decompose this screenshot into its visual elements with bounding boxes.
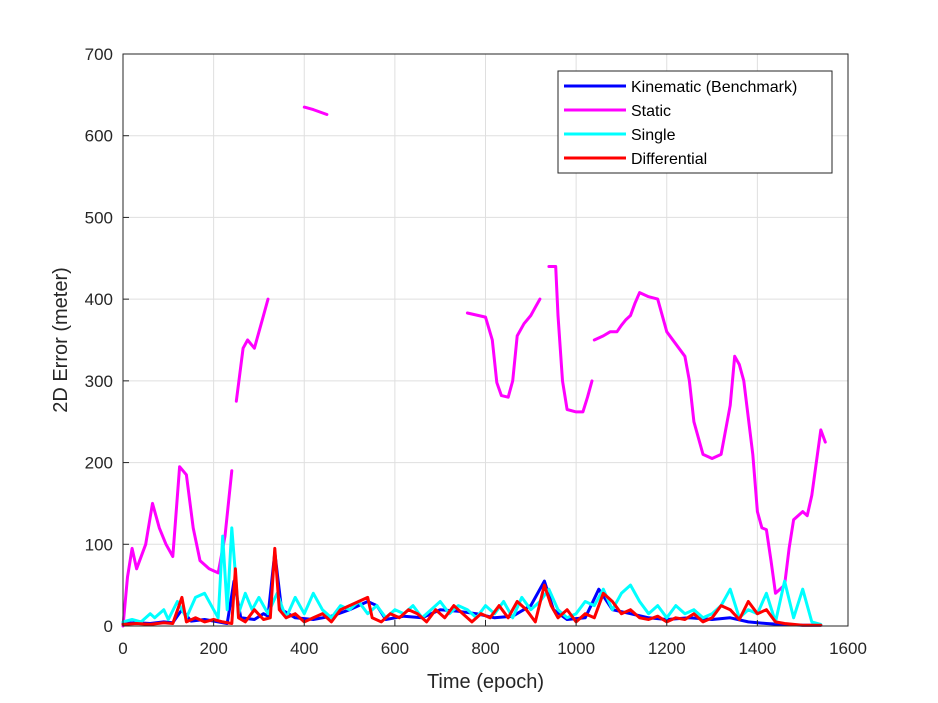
legend: Kinematic (Benchmark) Static Single Differe… <box>557 70 833 174</box>
legend-entry-single: Single <box>631 127 676 144</box>
y-axis-label: 2D Error (meter) <box>50 267 72 413</box>
series-layer <box>121 105 827 628</box>
x-tick-label: 400 <box>290 639 318 658</box>
series-line-static <box>592 291 827 595</box>
y-tick-label: 0 <box>104 617 113 636</box>
y-tick-label: 100 <box>85 535 113 554</box>
x-tick-label: 1000 <box>557 639 595 658</box>
x-tick-label: 800 <box>471 639 499 658</box>
x-tick-label: 200 <box>199 639 227 658</box>
legend-entry-kinematic-benchmark: Kinematic (Benchmark) <box>631 79 797 96</box>
series-line-static <box>302 105 329 116</box>
legend-entry-differential: Differential <box>631 151 707 168</box>
series-line-static <box>121 465 234 628</box>
x-tick-label: 1200 <box>648 639 686 658</box>
series-line-static <box>465 297 542 399</box>
legend-box <box>557 70 833 174</box>
series-line-single <box>121 526 823 626</box>
y-tick-label: 300 <box>85 372 113 391</box>
y-axis-ticks: 0 100 200 300 400 500 600 700 <box>85 45 129 636</box>
y-tick-label: 700 <box>85 45 113 64</box>
series-line-differential <box>121 546 823 627</box>
x-tick-label: 1400 <box>738 639 776 658</box>
legend-entry-static: Static <box>631 103 671 120</box>
y-tick-label: 600 <box>85 127 113 146</box>
x-tick-label: 1600 <box>829 639 867 658</box>
x-axis-label: Time (epoch) <box>427 671 544 693</box>
y-tick-label: 500 <box>85 208 113 227</box>
x-axis-ticks: 0 200 400 600 800 1000 1200 1400 1600 <box>118 620 867 658</box>
x-tick-label: 0 <box>118 639 127 658</box>
series-line-static <box>547 265 594 414</box>
y-tick-label: 400 <box>85 290 113 309</box>
x-tick-label: 600 <box>381 639 409 658</box>
y-tick-label: 200 <box>85 454 113 473</box>
series-line-static <box>234 297 270 403</box>
